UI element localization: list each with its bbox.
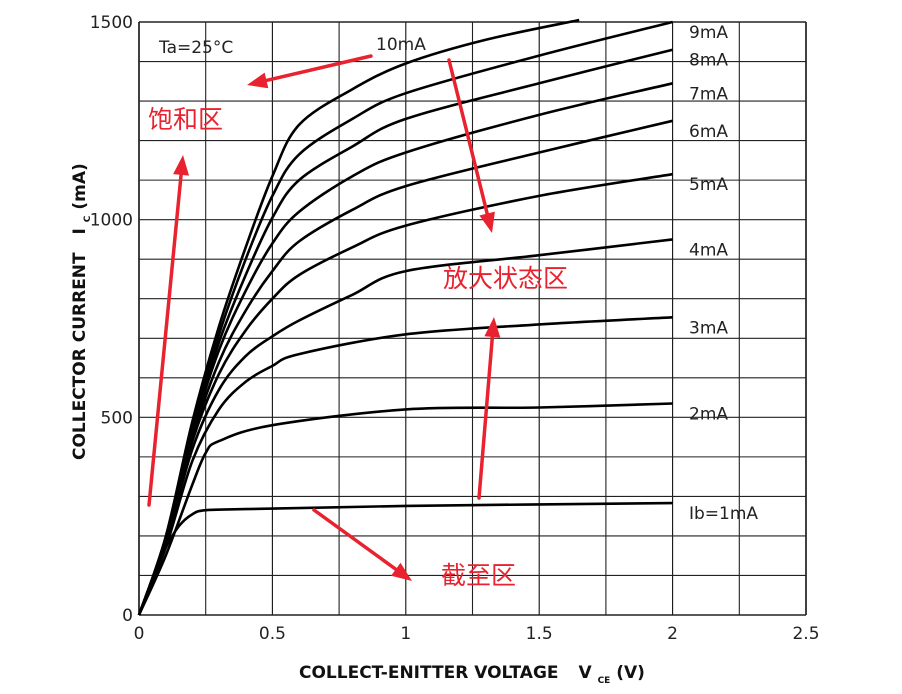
x-tick-label: 1.5 (526, 624, 553, 644)
y-tick-label: 1500 (90, 13, 133, 33)
x-tick-label: 0 (134, 624, 145, 644)
arrow-shaft (447, 58, 489, 216)
series-labels: Ib=1mA 2mA 3mA 4mA 5mA 6mA 7mA 8mA 9mA 10mA (376, 23, 758, 524)
y-tick-label: 0 (122, 606, 133, 626)
annotation-label: 放大状态区 (443, 264, 568, 293)
arrow-head (479, 211, 495, 233)
curves (137, 18, 673, 616)
series-label: 5mA (689, 175, 728, 195)
arrow-shaft (147, 173, 183, 507)
x-axis-title: COLLECT-ENITTER VOLTAGE V CE (V) (299, 663, 645, 688)
arrow-head (173, 155, 190, 176)
series-line-2 (137, 402, 673, 616)
y-axis-unit: (mA) (70, 163, 90, 209)
series-label: 6mA (689, 122, 728, 142)
series-label: Ib=1mA (689, 504, 758, 524)
annotation-label: 截至区 (441, 561, 516, 590)
x-axis-label: COLLECT-ENITTER VOLTAGE (299, 663, 559, 683)
series-line-4 (137, 238, 673, 616)
y-tick-label: 1000 (90, 211, 133, 231)
x-tick-label: 1 (400, 624, 411, 644)
series-label: 4mA (689, 240, 728, 260)
y-axis-label: COLLECTOR CURRENT (70, 252, 90, 460)
x-tick-label: 2.5 (792, 624, 819, 644)
series-label: 8mA (689, 51, 728, 71)
series-line-10 (137, 18, 580, 616)
x-axis-subscript: CE (598, 676, 611, 686)
series-label: 7mA (689, 84, 728, 104)
arrow-head (391, 562, 412, 581)
x-axis-unit: (V) (616, 663, 645, 683)
arrow-shaft (477, 335, 495, 500)
condition-label: Ta=25°C (158, 38, 233, 58)
y-axis-subscript: C (83, 215, 93, 222)
annotation-label: 饱和区 (148, 105, 223, 134)
y-axis-title: COLLECTOR CURRENT I C (mA) (70, 163, 95, 460)
series-label: 3mA (689, 318, 728, 338)
x-axis-symbol: V (578, 663, 592, 683)
annotation-arrows (147, 54, 501, 581)
y-axis-symbol: I (70, 228, 90, 234)
tick-labels: 0 0.5 1 1.5 2 2.5 0 500 1000 1500 (90, 13, 820, 644)
series-line-3 (137, 316, 673, 616)
series-label: 9mA (689, 23, 728, 43)
y-tick-label: 500 (101, 408, 133, 428)
series-label: 2mA (689, 404, 728, 424)
x-tick-label: 0.5 (259, 624, 286, 644)
series-label: 10mA (376, 35, 426, 55)
x-tick-label: 2 (667, 624, 678, 644)
arrow-shaft (264, 54, 373, 83)
arrow-head (247, 72, 269, 89)
arrow-head (484, 317, 501, 338)
arrow-shaft (312, 508, 398, 572)
